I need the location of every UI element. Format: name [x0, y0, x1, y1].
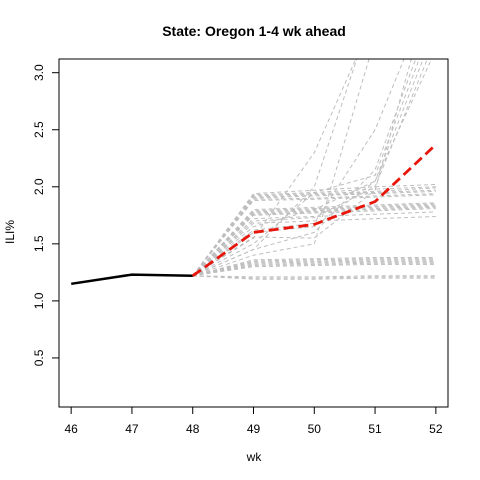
y-tick-label-3: 2.0: [32, 178, 46, 195]
forecast-sample-line-16: [192, 258, 436, 277]
observed-line: [71, 273, 193, 286]
plot-frame: [58, 58, 449, 408]
forecast-sample-line-5: [192, 193, 436, 277]
forecast-sample-line-32: [192, 59, 370, 277]
forecast-sample-line-17: [192, 259, 436, 277]
forecast-mean-line: [191, 143, 437, 277]
forecast-sample-line-21: [192, 263, 436, 277]
forecast-sample-line-18: [192, 260, 436, 277]
plot-content: [71, 59, 437, 286]
forecast-sample-line-27: [192, 59, 420, 277]
forecast-sample-line-10: [192, 205, 436, 277]
forecast-sample-line-12: [192, 208, 436, 277]
forecast-sample-line-25: [192, 59, 428, 277]
forecast-sample-line-8: [192, 203, 436, 277]
forecast-sample-line-20: [192, 262, 436, 277]
forecast-sample-line-13: [192, 211, 436, 277]
forecast-sample-line-19: [192, 261, 436, 277]
forecast-sample-line-28: [192, 59, 405, 277]
x-tick-label-52: 52: [429, 422, 443, 436]
x-tick-label-48: 48: [186, 422, 200, 436]
x-tick-label-50: 50: [308, 422, 322, 436]
x-tick-label-46: 46: [64, 422, 78, 436]
forecast-sample-line-0: [192, 184, 436, 277]
y-tick-label-1: 1.0: [32, 292, 46, 309]
x-tick-label-49: 49: [247, 422, 261, 436]
x-axis-label: wk: [246, 450, 263, 464]
forecast-sample-line-6: [192, 194, 436, 277]
y-tick-label-4: 2.5: [32, 121, 46, 138]
forecast-sample-line-11: [192, 206, 436, 277]
y-tick-label-2: 1.5: [32, 235, 46, 252]
forecast-sample-line-30: [192, 59, 417, 277]
axes: 46 47 48 49 50 51 52 0.5 1.0 1.5 2.0 2.5 3.0: [32, 58, 449, 436]
forecast-sample-line-34: [192, 59, 433, 277]
y-tick-label-5: 3.0: [32, 64, 46, 81]
chart-title: State: Oregon 1-4 wk ahead: [162, 23, 346, 39]
forecast-sample-line-23: [192, 275, 436, 279]
forecast-sample-line-29: [192, 59, 412, 277]
forecast-sample-line-14: [192, 216, 436, 277]
forecast-sample-line-15: [192, 257, 436, 277]
y-tick-label-0: 0.5: [32, 349, 46, 366]
forecast-sample-line-24: [192, 275, 436, 280]
x-tick-label-51: 51: [368, 422, 382, 436]
forecast-sample-line-31: [192, 59, 358, 277]
x-tick-label-47: 47: [125, 422, 139, 436]
forecast-sample-line-22: [192, 275, 436, 278]
forecast-sample-line-33: [192, 59, 357, 277]
y-axis-label: ILI%: [3, 220, 17, 244]
forecast-sample-line-7: [192, 202, 436, 277]
